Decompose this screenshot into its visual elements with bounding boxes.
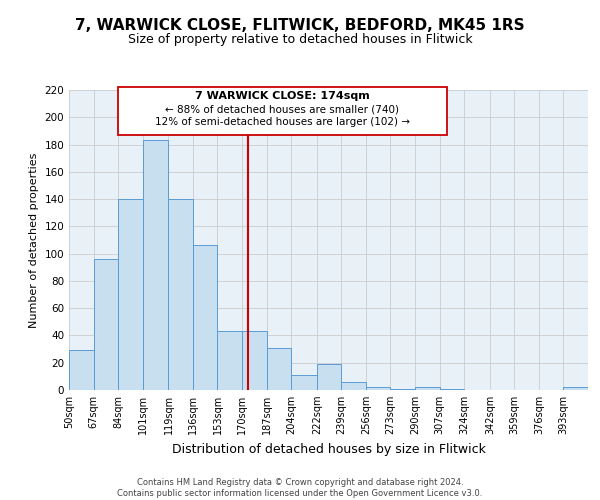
Text: ← 88% of detached houses are smaller (740): ← 88% of detached houses are smaller (74… <box>166 104 400 115</box>
Bar <box>217 332 242 390</box>
Bar <box>69 350 94 390</box>
X-axis label: Distribution of detached houses by size in Flitwick: Distribution of detached houses by size … <box>172 442 485 456</box>
Bar <box>242 332 266 390</box>
Bar <box>118 199 143 390</box>
Bar <box>193 246 217 390</box>
Bar <box>94 259 118 390</box>
Bar <box>415 388 440 390</box>
FancyBboxPatch shape <box>118 88 447 135</box>
Y-axis label: Number of detached properties: Number of detached properties <box>29 152 39 328</box>
Text: 7 WARWICK CLOSE: 174sqm: 7 WARWICK CLOSE: 174sqm <box>195 91 370 101</box>
Text: 12% of semi-detached houses are larger (102) →: 12% of semi-detached houses are larger (… <box>155 118 410 128</box>
Bar <box>366 388 391 390</box>
Bar <box>440 388 464 390</box>
Bar <box>266 348 291 390</box>
Bar <box>143 140 169 390</box>
Bar <box>341 382 366 390</box>
Bar <box>317 364 341 390</box>
Text: 7, WARWICK CLOSE, FLITWICK, BEDFORD, MK45 1RS: 7, WARWICK CLOSE, FLITWICK, BEDFORD, MK4… <box>75 18 525 32</box>
Bar <box>169 199 193 390</box>
Text: Contains HM Land Registry data © Crown copyright and database right 2024.
Contai: Contains HM Land Registry data © Crown c… <box>118 478 482 498</box>
Bar <box>291 375 317 390</box>
Text: Size of property relative to detached houses in Flitwick: Size of property relative to detached ho… <box>128 34 472 46</box>
Bar <box>563 388 588 390</box>
Bar <box>391 388 415 390</box>
